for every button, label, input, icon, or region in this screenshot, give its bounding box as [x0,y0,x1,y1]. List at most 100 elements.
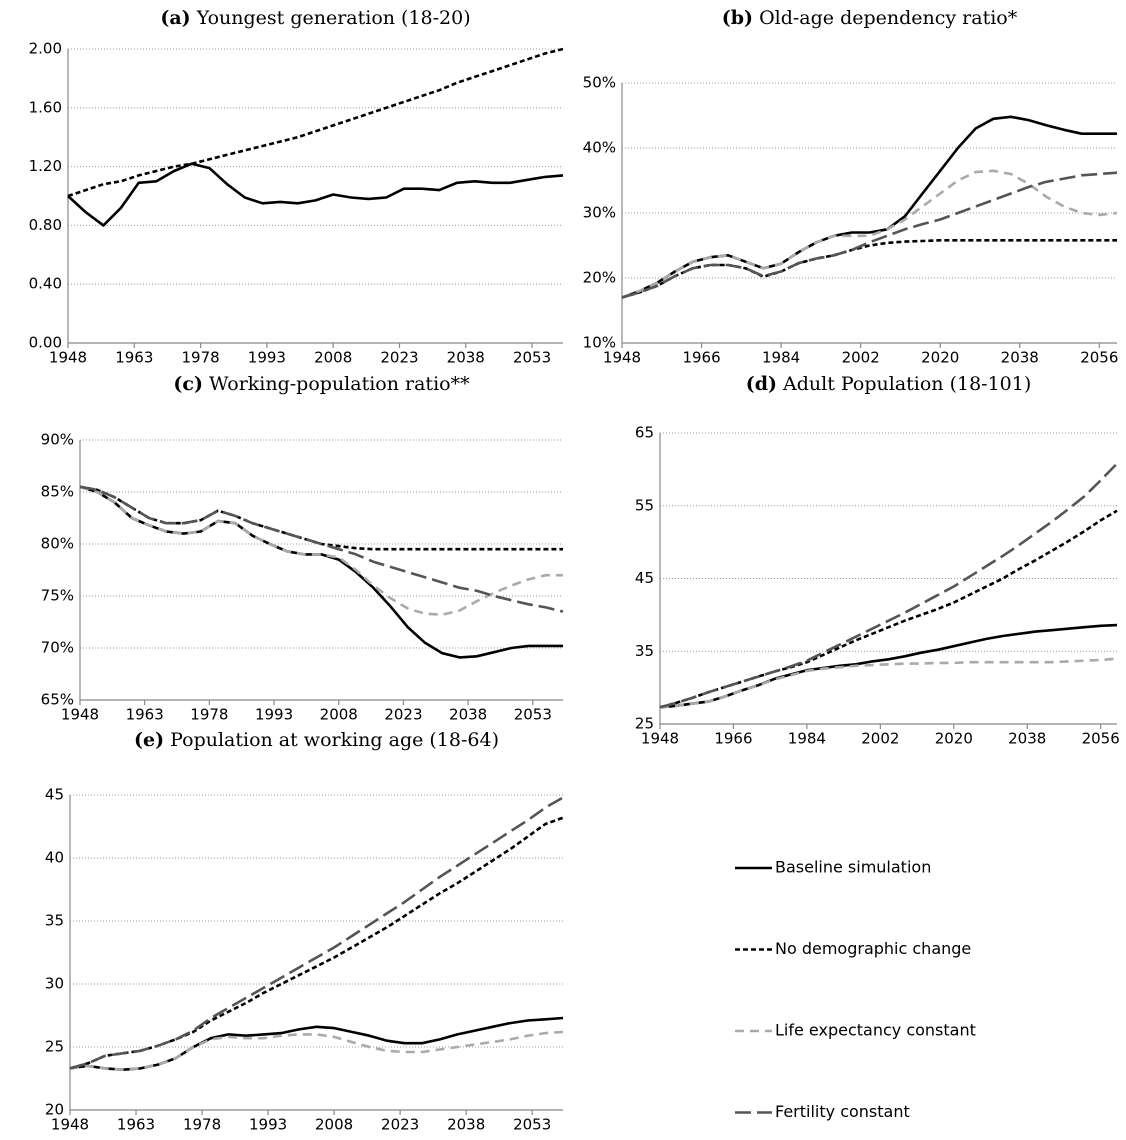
legend-label: Baseline simulation [775,858,931,877]
x-tick-label: 2023 [380,349,418,367]
x-tick-label: 1993 [249,1116,287,1134]
legend-label: Fertility constant [775,1102,910,1121]
x-tick-label: 2008 [314,349,352,367]
series-line [621,115,1117,299]
panel-title: (d) Adult Population (18-101) [746,373,1032,395]
x-tick-label: 2053 [513,349,551,367]
y-tick-label: 35 [635,642,654,660]
x-tick-label: 2002 [842,349,880,367]
x-tick-label: 1948 [51,1116,89,1134]
y-tick-label: 90% [41,431,74,449]
x-tick-label: 1963 [117,1116,155,1134]
series-line [79,485,563,616]
x-tick-label: 2020 [935,730,973,748]
y-tick-label: 2.00 [29,40,62,58]
y-tick-label: 30% [583,204,616,222]
panel-title-text: Working-population ratio** [209,373,470,395]
panel-title-text: Old-age dependency ratio* [759,7,1018,29]
series-line [659,462,1118,709]
series-line [79,485,564,613]
x-tick-label: 2038 [1001,349,1039,367]
y-tick-label: 70% [41,639,74,657]
panel-title-text: Population at working age (18-64) [170,729,499,751]
x-tick-label: 1984 [762,349,800,367]
x-tick-label: 2023 [381,1116,419,1134]
y-tick-label: 30 [45,975,64,993]
x-tick-label: 2053 [513,1116,551,1134]
series-line [659,623,1118,709]
x-tick-label: 1948 [603,349,641,367]
x-tick-label: 2038 [447,349,485,367]
series-line [67,162,564,227]
panel-title: (c) Working-population ratio** [173,373,470,395]
y-tick-label: 1.20 [29,157,62,175]
series-line [621,169,1118,299]
x-tick-label: 1993 [248,349,286,367]
panel-label: (c) [173,373,203,395]
series-line [79,485,563,659]
x-tick-label: 2038 [1008,730,1046,748]
x-tick-label: 1966 [714,730,752,748]
y-tick-label: 25 [45,1038,64,1056]
x-tick-label: 1993 [255,706,293,724]
y-tick-label: 65% [41,691,74,709]
y-tick-label: 40 [45,849,64,867]
panel-label: (e) [134,729,164,751]
x-tick-label: 2008 [315,1116,353,1134]
legend-label: Life expectancy constant [775,1021,976,1040]
x-tick-label: 1978 [190,706,228,724]
y-tick-label: 50% [583,74,616,92]
panel-label: (b) [722,7,753,29]
series-line [659,657,1118,709]
y-tick-label: 65 [635,424,654,442]
y-tick-label: 40% [583,139,616,157]
series-line [69,796,564,1070]
x-tick-label: 2038 [447,1116,485,1134]
panel-title: (a) Youngest generation (18-20) [160,7,470,29]
x-tick-label: 2038 [449,706,487,724]
y-tick-label: 55 [635,496,654,514]
y-tick-label: 1.60 [29,98,62,116]
y-tick-label: 45 [45,786,64,804]
panel-label: (d) [746,373,777,395]
series-line [69,1030,564,1071]
y-tick-label: 25 [635,715,654,733]
x-tick-label: 2020 [921,349,959,367]
y-tick-label: 20% [583,269,616,287]
x-tick-label: 2053 [514,706,552,724]
series-line [69,1016,564,1071]
x-tick-label: 2056 [1082,730,1120,748]
x-tick-label: 2056 [1080,349,1118,367]
y-tick-label: 0.80 [29,216,62,234]
y-tick-label: 0.00 [29,334,62,352]
y-tick-label: 80% [41,535,74,553]
series-line [69,816,564,1070]
y-tick-label: 0.40 [29,275,62,293]
series-line [621,171,1118,299]
panel-title-text: Youngest generation (18-20) [196,7,471,29]
series-line [659,509,1118,709]
legend-label: No demographic change [775,939,971,958]
x-tick-label: 1948 [49,349,87,367]
x-tick-label: 1948 [61,706,99,724]
series-line [67,47,564,198]
x-tick-label: 1966 [682,349,720,367]
x-tick-label: 2008 [320,706,358,724]
x-tick-label: 1978 [181,349,219,367]
x-tick-label: 2023 [384,706,422,724]
panel-label: (a) [160,7,190,29]
panel-title: (e) Population at working age (18-64) [134,729,499,751]
y-tick-label: 10% [583,334,616,352]
x-tick-label: 1948 [641,730,679,748]
y-tick-label: 45 [635,569,654,587]
panel-title-text: Adult Population (18-101) [782,373,1031,395]
y-tick-label: 35 [45,912,64,930]
y-tick-label: 75% [41,587,74,605]
y-tick-label: 85% [41,483,74,501]
x-tick-label: 1984 [788,730,826,748]
panel-title: (b) Old-age dependency ratio* [722,7,1018,29]
x-tick-label: 1963 [126,706,164,724]
x-tick-label: 1978 [183,1116,221,1134]
x-tick-label: 1963 [115,349,153,367]
